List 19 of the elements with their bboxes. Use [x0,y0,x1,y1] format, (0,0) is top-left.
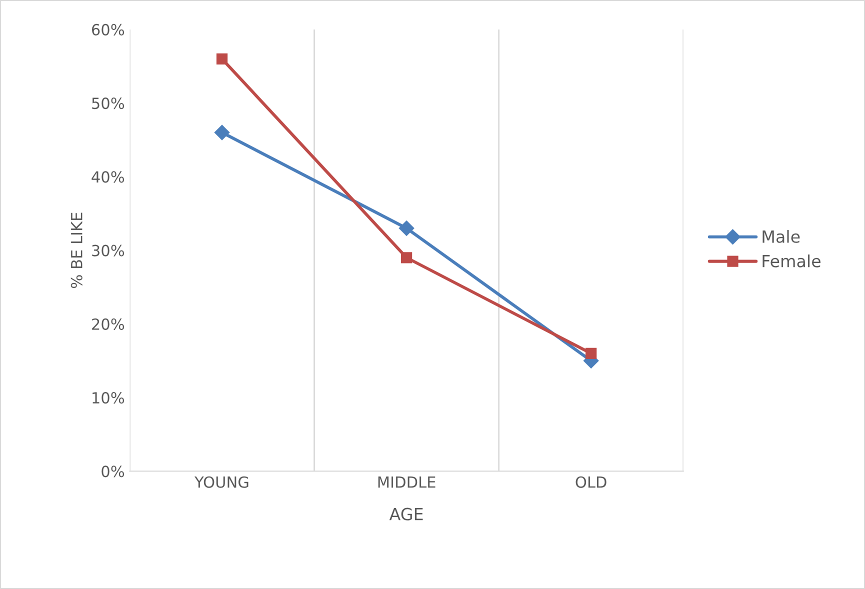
y-tick-label: 50% [92,98,124,110]
y-axis-title: % BE LIKE [70,212,82,288]
y-tick-label: 10% [92,392,124,404]
y-tick-label: 0% [102,466,124,478]
point [586,348,597,359]
point [216,53,228,64]
point [398,220,414,236]
point [400,252,412,264]
point [214,124,230,140]
y-tick-label: 60% [92,24,124,36]
x-tick-label: MIDDLE [378,476,436,488]
y-tick-label: 40% [92,171,124,183]
legend-label: Male [762,230,800,243]
x-axis-title: AGE [389,508,423,520]
x-tick-label: YOUNG [194,476,248,488]
legend-label: Female [762,254,820,268]
y-tick-label: 30% [92,244,124,256]
y-tick-label: 20% [92,318,124,330]
x-tick-label: OLD [576,476,606,488]
